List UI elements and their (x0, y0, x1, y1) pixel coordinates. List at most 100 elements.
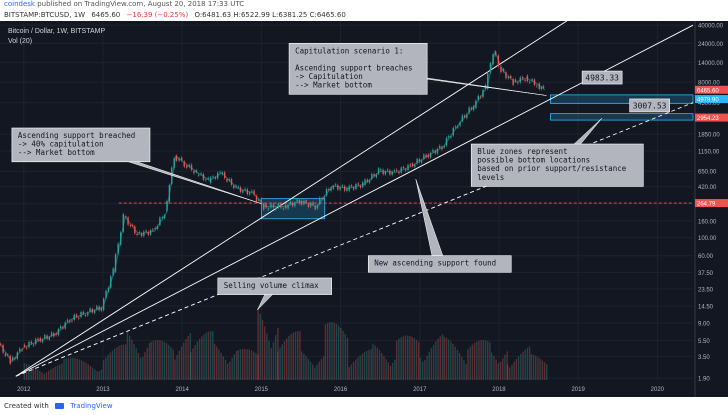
candle (487, 72, 489, 89)
candle (26, 347, 28, 349)
candle (260, 198, 262, 203)
callout-text: --> Market bottom (295, 81, 372, 90)
zone-label-box (581, 70, 623, 85)
volume-bar (183, 342, 185, 380)
candle (348, 185, 350, 191)
volume-label: Vol (20) (8, 38, 32, 45)
volume-bar (190, 352, 192, 380)
volume-bar (203, 334, 205, 380)
y-tick-label: 1.90 (698, 377, 710, 383)
candle (35, 338, 37, 345)
volume-bar (128, 335, 131, 380)
candle (303, 200, 305, 205)
volume-bar (303, 353, 305, 380)
candle (420, 160, 423, 163)
volume-bar (482, 339, 485, 380)
volume-bar (192, 348, 194, 380)
volume-bar (409, 335, 411, 380)
candle (117, 243, 119, 254)
candle (289, 201, 292, 204)
volume-bar (216, 346, 218, 380)
candle (140, 233, 143, 237)
volume-bar (506, 364, 509, 380)
volume-bar (283, 341, 286, 380)
volume-bar (244, 348, 246, 380)
tradingview-link[interactable]: TradingView (70, 402, 113, 410)
candle (96, 306, 98, 310)
volume-bar (504, 354, 506, 380)
candle (32, 344, 35, 346)
volume-bar (530, 354, 533, 380)
author-link[interactable]: coindesk (4, 0, 35, 8)
candle (102, 298, 105, 311)
candle (272, 203, 275, 208)
price-chart[interactable]: 4983.33 3007.53 Capitulation scenario 1: As… (0, 21, 728, 397)
candle (166, 200, 168, 211)
volume-bar (131, 339, 133, 380)
volume-bar (259, 313, 261, 380)
volume-bar (502, 358, 504, 380)
candle (319, 197, 321, 205)
volume-bar (139, 357, 142, 380)
volume-bar (34, 368, 37, 380)
y-tick-label: 40000.00 (698, 24, 724, 30)
volume-bar (111, 350, 114, 380)
candle (21, 349, 23, 351)
trendline (15, 24, 694, 377)
volume-bar (113, 348, 116, 380)
volume-bar (67, 357, 70, 380)
volume-bar (28, 364, 30, 380)
volume-bar (537, 357, 539, 380)
volume-bar (41, 372, 43, 380)
candle (129, 225, 132, 227)
volume-bar (387, 362, 390, 380)
symbol-name[interactable]: BITSTAMP:BTCUSD, 1W (4, 11, 86, 19)
candle (405, 169, 407, 171)
volume-bar (320, 358, 323, 380)
candle (253, 190, 255, 195)
candle (30, 341, 32, 344)
candle (323, 196, 325, 200)
bottom-zone (550, 113, 694, 121)
volume-bar (404, 335, 407, 380)
candle (514, 79, 517, 82)
price-label-bg (695, 95, 728, 104)
candle (44, 335, 46, 339)
candle (98, 306, 100, 311)
candle (492, 54, 494, 65)
candle (154, 227, 156, 229)
candle (402, 166, 405, 169)
volume-bar (76, 358, 78, 380)
callout-box (11, 127, 151, 163)
candle (228, 178, 230, 181)
volume-bar (142, 356, 144, 380)
volume-bar (137, 352, 140, 380)
volume-bar (148, 343, 151, 380)
volume-bar (233, 354, 236, 380)
candle (452, 127, 454, 136)
candle (355, 184, 357, 189)
volume-bar (329, 322, 331, 380)
candle (346, 188, 348, 191)
volume-bar (314, 367, 316, 380)
candle (423, 154, 425, 160)
publish-info: published on TradingView.com, August 20,… (37, 0, 245, 8)
candle (105, 290, 107, 298)
candle (359, 185, 362, 188)
candle (138, 231, 140, 233)
candle (542, 86, 545, 88)
candle (411, 163, 414, 167)
candle (371, 173, 373, 180)
volume-bar (56, 365, 59, 380)
candle (212, 176, 214, 178)
candle (391, 171, 393, 175)
volume-bar (400, 337, 402, 380)
candle (479, 96, 482, 98)
volume-bar (346, 337, 349, 380)
candle (350, 185, 353, 187)
volume-bar (456, 349, 459, 380)
volume-bar (311, 364, 314, 380)
volume-bar (207, 331, 210, 380)
callout-text: Ascending support breached (18, 131, 135, 140)
volume-bar (185, 339, 187, 380)
